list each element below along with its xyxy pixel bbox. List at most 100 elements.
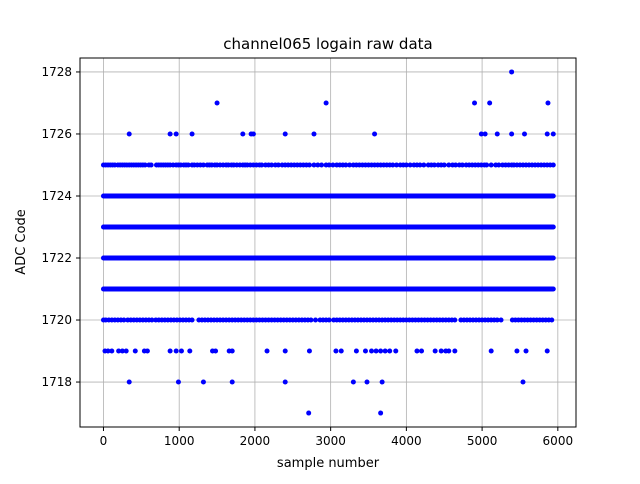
data-point bbox=[282, 131, 288, 137]
data-point bbox=[126, 379, 132, 385]
data-point bbox=[350, 379, 356, 385]
data-point bbox=[446, 162, 452, 168]
data-point bbox=[214, 100, 220, 106]
data-point bbox=[308, 317, 314, 323]
data-point bbox=[323, 100, 329, 106]
data-point bbox=[452, 348, 458, 354]
data-point bbox=[438, 348, 444, 354]
data-point bbox=[330, 162, 336, 168]
data-point bbox=[178, 348, 184, 354]
data-point bbox=[446, 348, 452, 354]
data-point bbox=[373, 348, 379, 354]
data-point bbox=[514, 348, 520, 354]
data-point bbox=[333, 348, 339, 354]
data-point bbox=[229, 379, 235, 385]
data-point bbox=[229, 348, 235, 354]
data-point bbox=[550, 162, 556, 168]
x-axis-ticks: 0 1000 2000 3000 4000 5000 6000 bbox=[100, 427, 573, 448]
data-point bbox=[378, 348, 384, 354]
data-point bbox=[175, 379, 181, 385]
data-point bbox=[189, 317, 195, 323]
data-point bbox=[414, 348, 420, 354]
data-point bbox=[189, 131, 195, 137]
data-point bbox=[282, 379, 288, 385]
data-point bbox=[452, 317, 458, 323]
data-point bbox=[544, 348, 550, 354]
data-point bbox=[496, 162, 502, 168]
data-point bbox=[421, 162, 427, 168]
data-point bbox=[264, 348, 270, 354]
data-point bbox=[173, 131, 179, 137]
y-tick-label: 1728 bbox=[41, 65, 72, 79]
data-point bbox=[488, 348, 494, 354]
data-point bbox=[343, 162, 349, 168]
data-point bbox=[167, 348, 173, 354]
data-point bbox=[259, 162, 265, 168]
data-point bbox=[338, 348, 344, 354]
data-point bbox=[315, 162, 321, 168]
data-point bbox=[240, 131, 246, 137]
data-point bbox=[347, 162, 353, 168]
data-point bbox=[382, 348, 388, 354]
x-axis-label: sample number bbox=[277, 456, 380, 471]
data-point bbox=[282, 348, 288, 354]
data-point bbox=[306, 410, 312, 416]
data-point bbox=[185, 162, 191, 168]
data-point bbox=[149, 317, 155, 323]
data-point bbox=[353, 348, 359, 354]
data-point bbox=[487, 100, 493, 106]
data-point bbox=[132, 348, 138, 354]
data-point bbox=[550, 224, 556, 230]
data-point bbox=[119, 348, 125, 354]
data-point bbox=[522, 131, 528, 137]
data-point bbox=[123, 348, 129, 354]
data-point bbox=[545, 100, 551, 106]
data-point bbox=[432, 348, 438, 354]
data-point bbox=[544, 131, 550, 137]
data-point bbox=[417, 162, 423, 168]
data-point bbox=[379, 379, 385, 385]
data-point bbox=[478, 131, 484, 137]
data-point bbox=[390, 162, 396, 168]
data-point bbox=[109, 348, 115, 354]
data-point bbox=[549, 317, 555, 323]
data-point bbox=[116, 348, 122, 354]
data-point bbox=[362, 348, 368, 354]
data-point bbox=[378, 410, 384, 416]
data-point bbox=[173, 348, 179, 354]
data-point bbox=[488, 162, 494, 168]
data-point bbox=[550, 131, 556, 137]
data-point bbox=[167, 131, 173, 137]
data-point bbox=[319, 162, 325, 168]
data-point bbox=[250, 131, 256, 137]
x-tick-label: 3000 bbox=[315, 434, 346, 448]
chart-title: channel065 logain raw data bbox=[223, 35, 432, 53]
data-point bbox=[453, 162, 459, 168]
data-point bbox=[484, 162, 490, 168]
data-point bbox=[520, 379, 526, 385]
data-point bbox=[142, 162, 148, 168]
data-points bbox=[100, 69, 556, 416]
x-tick-label: 4000 bbox=[391, 434, 422, 448]
data-point bbox=[550, 193, 556, 199]
data-point bbox=[494, 317, 500, 323]
data-point bbox=[326, 317, 332, 323]
data-point bbox=[509, 69, 515, 75]
data-point bbox=[394, 162, 400, 168]
x-tick-label: 5000 bbox=[467, 434, 498, 448]
data-point bbox=[482, 131, 488, 137]
plot-frame bbox=[79, 57, 577, 428]
data-point bbox=[494, 131, 500, 137]
y-axis-ticks: 1718 1720 1722 1724 1726 1728 bbox=[41, 65, 80, 389]
data-point bbox=[200, 162, 206, 168]
y-tick-label: 1726 bbox=[41, 127, 72, 141]
data-point bbox=[372, 131, 378, 137]
data-point bbox=[441, 162, 447, 168]
data-point bbox=[306, 348, 312, 354]
data-point bbox=[326, 162, 332, 168]
y-tick-label: 1718 bbox=[41, 375, 72, 389]
x-tick-label: 1000 bbox=[164, 434, 195, 448]
